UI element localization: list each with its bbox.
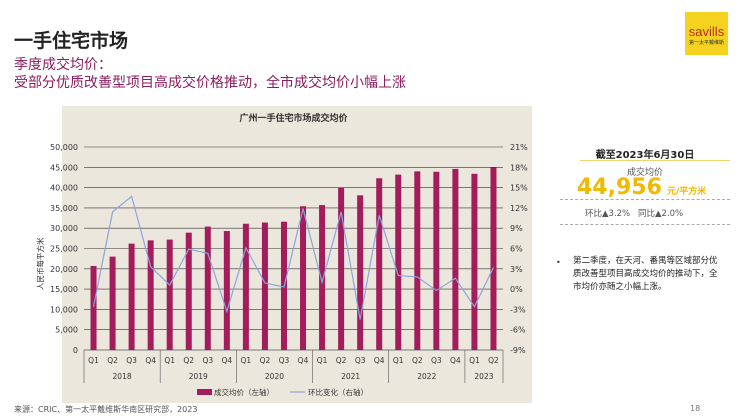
chart-title: 广州一手住宅市场成交均价	[239, 112, 348, 124]
x-tick-label: Q2	[336, 356, 347, 365]
x-tick-label: Q4	[221, 356, 232, 365]
bar	[223, 231, 230, 350]
y-tick-label: 25,000	[50, 245, 78, 254]
y2-tick-label: 12%	[510, 204, 528, 213]
avg-price-value: 44,956	[577, 175, 662, 200]
commentary: 第二季度，在天河、番禺等区域部分优质改善型项目高成交均价的推动下，全市均价亦随之…	[573, 256, 718, 292]
year-label: 2020	[265, 372, 284, 381]
avg-price-label: 成交均价	[626, 168, 663, 178]
x-tick-label: Q2	[107, 356, 118, 365]
year-label: 2022	[417, 372, 436, 381]
bar	[471, 173, 478, 350]
avg-price: 44,956 元/平方米	[577, 175, 706, 200]
year-label: 2023	[474, 372, 493, 381]
year-label: 2019	[189, 372, 208, 381]
x-tick-label: Q2	[412, 356, 423, 365]
y-tick-label: 0	[73, 346, 78, 355]
x-tick-label: Q4	[298, 356, 309, 365]
y-axis-label: 人民币每平方米	[35, 237, 45, 290]
x-tick-label: Q4	[145, 356, 156, 365]
yoy-change: 同比▲2.0%	[638, 209, 684, 219]
y-tick-label: 40,000	[50, 184, 78, 193]
bar	[261, 222, 268, 350]
page-title: 一手住宅市场	[14, 30, 129, 52]
x-tick-label: Q3	[431, 356, 442, 365]
y2-tick-label: 15%	[510, 184, 528, 193]
y2-tick-label: 3%	[510, 265, 523, 274]
y-tick-label: 45,000	[50, 163, 78, 172]
y-tick-label: 50,000	[50, 143, 78, 152]
x-tick-label: Q1	[241, 356, 252, 365]
bar	[109, 256, 116, 350]
y-tick-label: 5,000	[55, 326, 78, 335]
y2-tick-label: 9%	[510, 224, 523, 233]
legend-bar-label: 成交均价（左轴）	[214, 387, 274, 397]
year-label: 2018	[113, 372, 132, 381]
bar	[452, 168, 459, 350]
y-tick-label: 35,000	[50, 204, 78, 213]
bar	[204, 226, 211, 350]
y2-tick-label: 0%	[510, 285, 523, 294]
y2-tick-label: -3%	[510, 305, 526, 314]
x-tick-label: Q3	[126, 356, 137, 365]
y2-tick-label: -9%	[510, 346, 526, 355]
page-number: 18	[690, 404, 701, 413]
year-label: 2021	[341, 372, 360, 381]
bar	[147, 240, 154, 350]
x-tick-label: Q1	[469, 356, 480, 365]
savills-logo: savills 第一太平戴维斯	[685, 12, 728, 55]
y2-tick-label: 18%	[510, 163, 528, 172]
x-tick-label: Q3	[279, 356, 290, 365]
bar	[166, 239, 173, 350]
bar	[395, 174, 402, 350]
x-tick-label: Q2	[260, 356, 271, 365]
bar	[128, 243, 135, 350]
x-tick-label: Q1	[88, 356, 99, 365]
bar	[300, 206, 307, 350]
y2-tick-label: 21%	[510, 143, 528, 152]
source-note: 来源：CRIC、第一太平戴维斯华南区研究部，2023	[14, 405, 198, 414]
x-tick-label: Q1	[317, 356, 328, 365]
x-tick-label: Q1	[393, 356, 404, 365]
bar	[376, 178, 383, 350]
qoq-line	[92, 195, 495, 320]
y-tick-label: 30,000	[50, 224, 78, 233]
y-tick-label: 20,000	[50, 265, 78, 274]
subtitle: 季度成交均价：	[14, 57, 112, 73]
x-tick-label: Q2	[183, 356, 194, 365]
y2-tick-label: -6%	[510, 326, 526, 335]
avg-price-unit: 元/平方米	[667, 187, 707, 197]
x-tick-label: Q1	[164, 356, 175, 365]
x-tick-label: Q2	[488, 356, 499, 365]
bar	[490, 167, 497, 350]
x-tick-label: Q3	[355, 356, 366, 365]
as-of-date: 截至2023年6月30日	[595, 150, 695, 161]
y-tick-label: 15,000	[50, 285, 78, 294]
bar	[357, 195, 364, 350]
subtitle-detail: 受部分优质改善型项目高成交价格推动，全市成交均价小幅上涨	[14, 75, 406, 91]
bar	[433, 171, 440, 350]
bar	[338, 188, 345, 350]
qoq-change: 环比▲3.2%	[585, 209, 631, 219]
bar	[242, 223, 249, 350]
bar	[414, 171, 421, 350]
bullet-icon: •	[556, 258, 561, 267]
x-tick-label: Q4	[450, 356, 461, 365]
bar	[185, 232, 192, 350]
legend-line-label: 环比变化（右轴）	[308, 387, 368, 397]
x-tick-label: Q4	[374, 356, 385, 365]
bar	[319, 205, 326, 350]
x-tick-label: Q3	[202, 356, 213, 365]
y-tick-label: 10,000	[50, 305, 78, 314]
y2-tick-label: 6%	[510, 245, 523, 254]
legend-bar-swatch	[197, 389, 212, 395]
bar	[90, 265, 97, 350]
